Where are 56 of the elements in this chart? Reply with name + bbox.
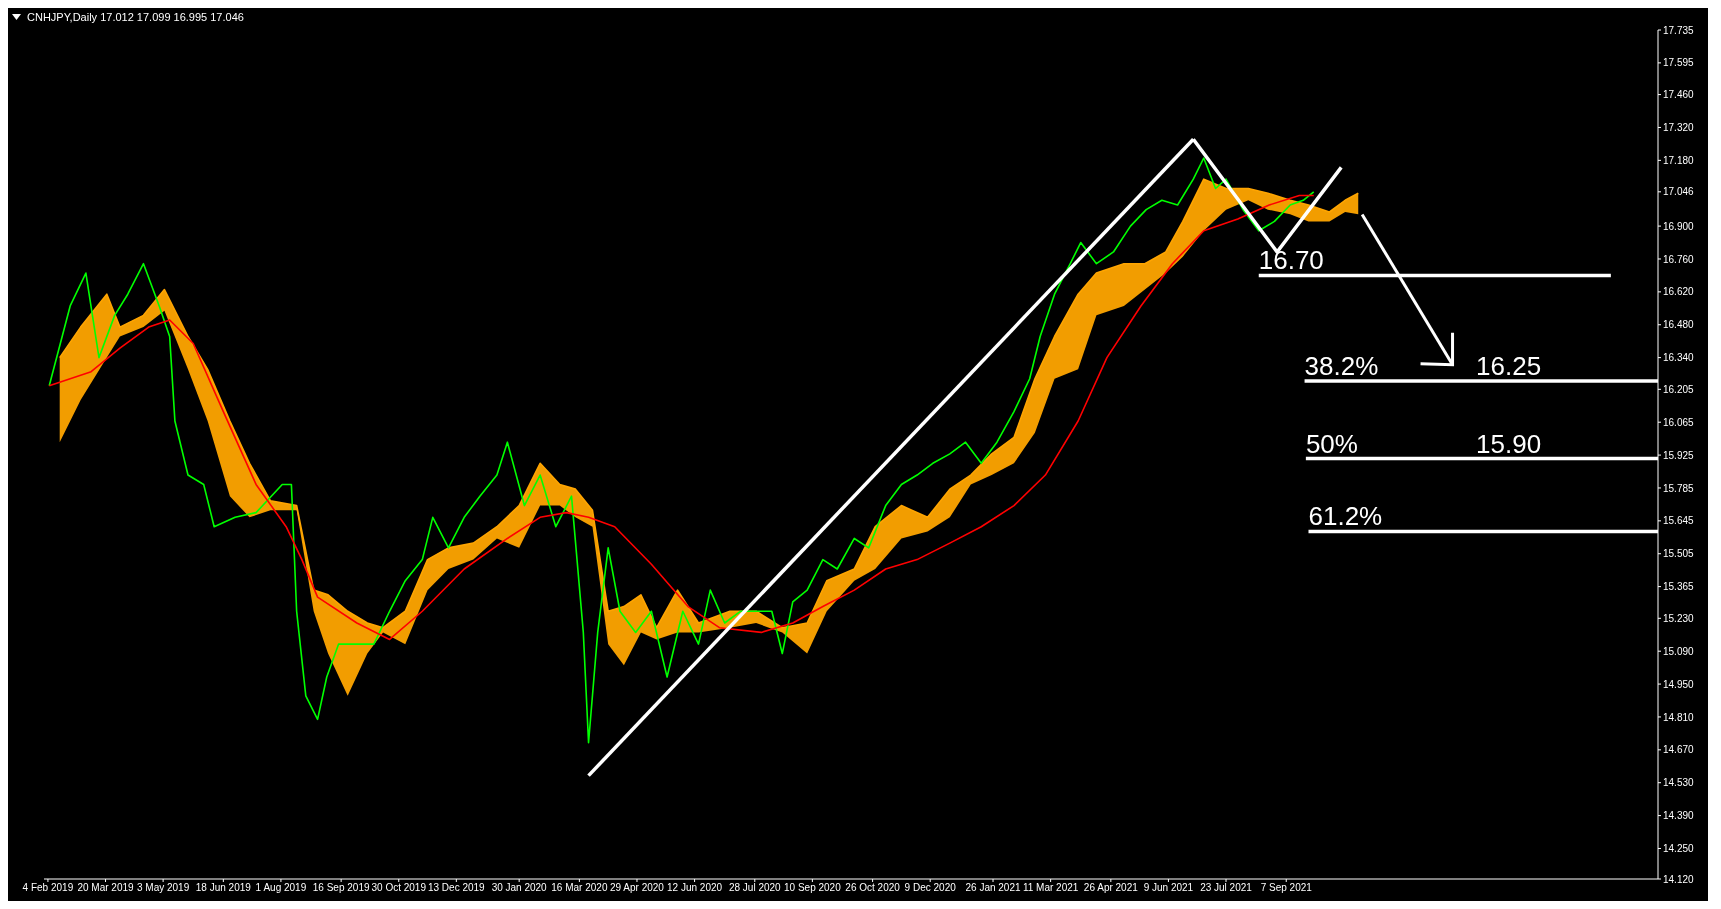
annotation: 16.25 bbox=[1476, 351, 1542, 382]
x-tick-label: 4 Feb 2019 bbox=[22, 882, 74, 894]
x-tick-label: 16 Mar 2020 bbox=[551, 882, 608, 894]
x-tick-label: 26 Oct 2020 bbox=[845, 882, 901, 894]
x-tick-label: 30 Oct 2019 bbox=[371, 882, 427, 894]
x-tick-label: 30 Jan 2020 bbox=[491, 882, 548, 894]
y-tick-label: 17.046 bbox=[1663, 186, 1695, 198]
y-tick-label: 15.230 bbox=[1663, 612, 1695, 624]
y-tick-label: 15.505 bbox=[1663, 548, 1695, 560]
x-tick-label: 10 Sep 2020 bbox=[784, 882, 842, 894]
y-tick-label: 17.595 bbox=[1663, 57, 1695, 69]
y-tick-label: 15.365 bbox=[1663, 581, 1695, 593]
y-tick-label: 15.645 bbox=[1663, 515, 1695, 527]
y-tick-label: 14.390 bbox=[1663, 810, 1695, 822]
x-tick-label: 18 Jun 2019 bbox=[195, 882, 252, 894]
x-tick-label: 9 Jun 2021 bbox=[1143, 882, 1194, 894]
y-tick-label: 16.340 bbox=[1663, 352, 1695, 364]
x-tick-label: 3 May 2019 bbox=[136, 882, 190, 894]
y-tick-label: 14.250 bbox=[1663, 843, 1695, 855]
y-tick-label: 16.760 bbox=[1663, 253, 1695, 265]
y-tick-label: 14.530 bbox=[1663, 777, 1695, 789]
chart-title: CNHJPY,Daily 17.012 17.099 16.995 17.046 bbox=[27, 11, 244, 23]
y-tick-label: 16.205 bbox=[1663, 383, 1695, 395]
y-tick-label: 14.120 bbox=[1663, 873, 1695, 885]
y-tick-label: 17.320 bbox=[1663, 122, 1695, 134]
y-tick-label: 14.670 bbox=[1663, 744, 1695, 756]
x-tick-label: 12 Jun 2020 bbox=[667, 882, 723, 894]
x-tick-label: 7 Sep 2021 bbox=[1260, 882, 1313, 894]
x-tick-label: 26 Jan 2021 bbox=[965, 882, 1021, 894]
x-tick-label: 1 Aug 2019 bbox=[255, 882, 307, 894]
x-tick-label: 20 Mar 2019 bbox=[77, 882, 135, 894]
annotation: 61.2% bbox=[1308, 501, 1383, 532]
annotation: 50% bbox=[1305, 428, 1358, 459]
y-tick-label: 16.620 bbox=[1663, 286, 1695, 298]
y-tick-label: 15.925 bbox=[1663, 449, 1695, 461]
annotation: 15.90 bbox=[1476, 428, 1542, 459]
y-tick-label: 15.090 bbox=[1663, 645, 1695, 657]
y-tick-label: 17.180 bbox=[1663, 154, 1695, 166]
y-tick-label: 15.785 bbox=[1663, 482, 1695, 494]
x-tick-label: 26 Apr 2021 bbox=[1083, 882, 1139, 894]
y-tick-label: 17.735 bbox=[1663, 24, 1695, 36]
x-tick-label: 28 Jul 2020 bbox=[728, 882, 782, 894]
x-tick-label: 16 Sep 2019 bbox=[312, 882, 370, 894]
y-tick-label: 16.900 bbox=[1663, 220, 1695, 232]
annotation: 38.2% bbox=[1304, 351, 1379, 382]
x-tick-label: 13 Dec 2019 bbox=[427, 882, 486, 894]
x-tick-label: 9 Dec 2020 bbox=[904, 882, 957, 894]
y-tick-label: 14.810 bbox=[1663, 711, 1695, 723]
x-tick-label: 11 Mar 2021 bbox=[1022, 882, 1079, 894]
x-tick-label: 23 Jul 2021 bbox=[1200, 882, 1253, 894]
x-tick-label: 29 Apr 2020 bbox=[610, 882, 665, 894]
y-tick-label: 16.480 bbox=[1663, 319, 1695, 331]
y-tick-label: 17.460 bbox=[1663, 89, 1695, 101]
annotation: 16.70 bbox=[1258, 245, 1324, 276]
y-tick-label: 14.950 bbox=[1663, 678, 1695, 690]
y-tick-label: 16.065 bbox=[1663, 416, 1695, 428]
